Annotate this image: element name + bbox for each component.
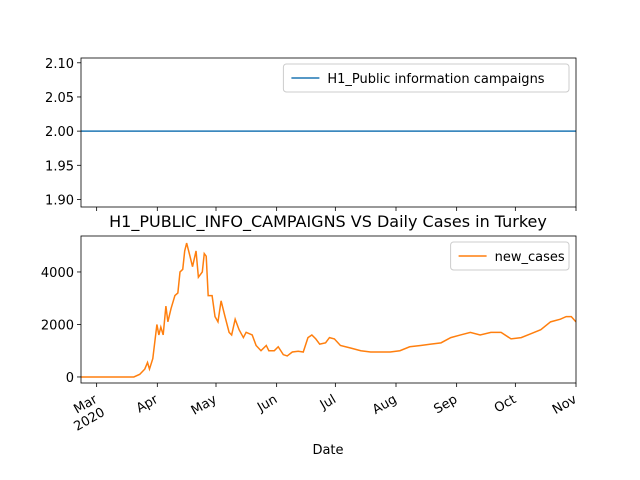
legend-label: H1_Public information campaigns [327, 72, 544, 87]
y-tick-label: 4000 [41, 266, 74, 281]
series-line [81, 242, 576, 378]
axes-frame [80, 235, 577, 384]
y-tick-label: 2000 [41, 318, 74, 333]
y-tick-label: 2.05 [45, 91, 74, 106]
y-tick-label: 0 [66, 371, 74, 386]
y-tick-label: 2.00 [45, 125, 74, 140]
x-tick-label: Jul [317, 392, 339, 413]
legend-box [450, 241, 570, 271]
y-tick-label: 1.90 [45, 193, 74, 208]
y-tick-label: 2.10 [45, 57, 74, 72]
axes-frame [80, 57, 577, 208]
chart-title: H1_PUBLIC_INFO_CAMPAIGNS VS Daily Cases … [109, 212, 547, 232]
x-axis-label: Date [312, 443, 343, 458]
y-tick-label: 1.95 [45, 159, 74, 174]
legend-label: new_cases [495, 250, 565, 265]
legend-box [282, 63, 570, 93]
